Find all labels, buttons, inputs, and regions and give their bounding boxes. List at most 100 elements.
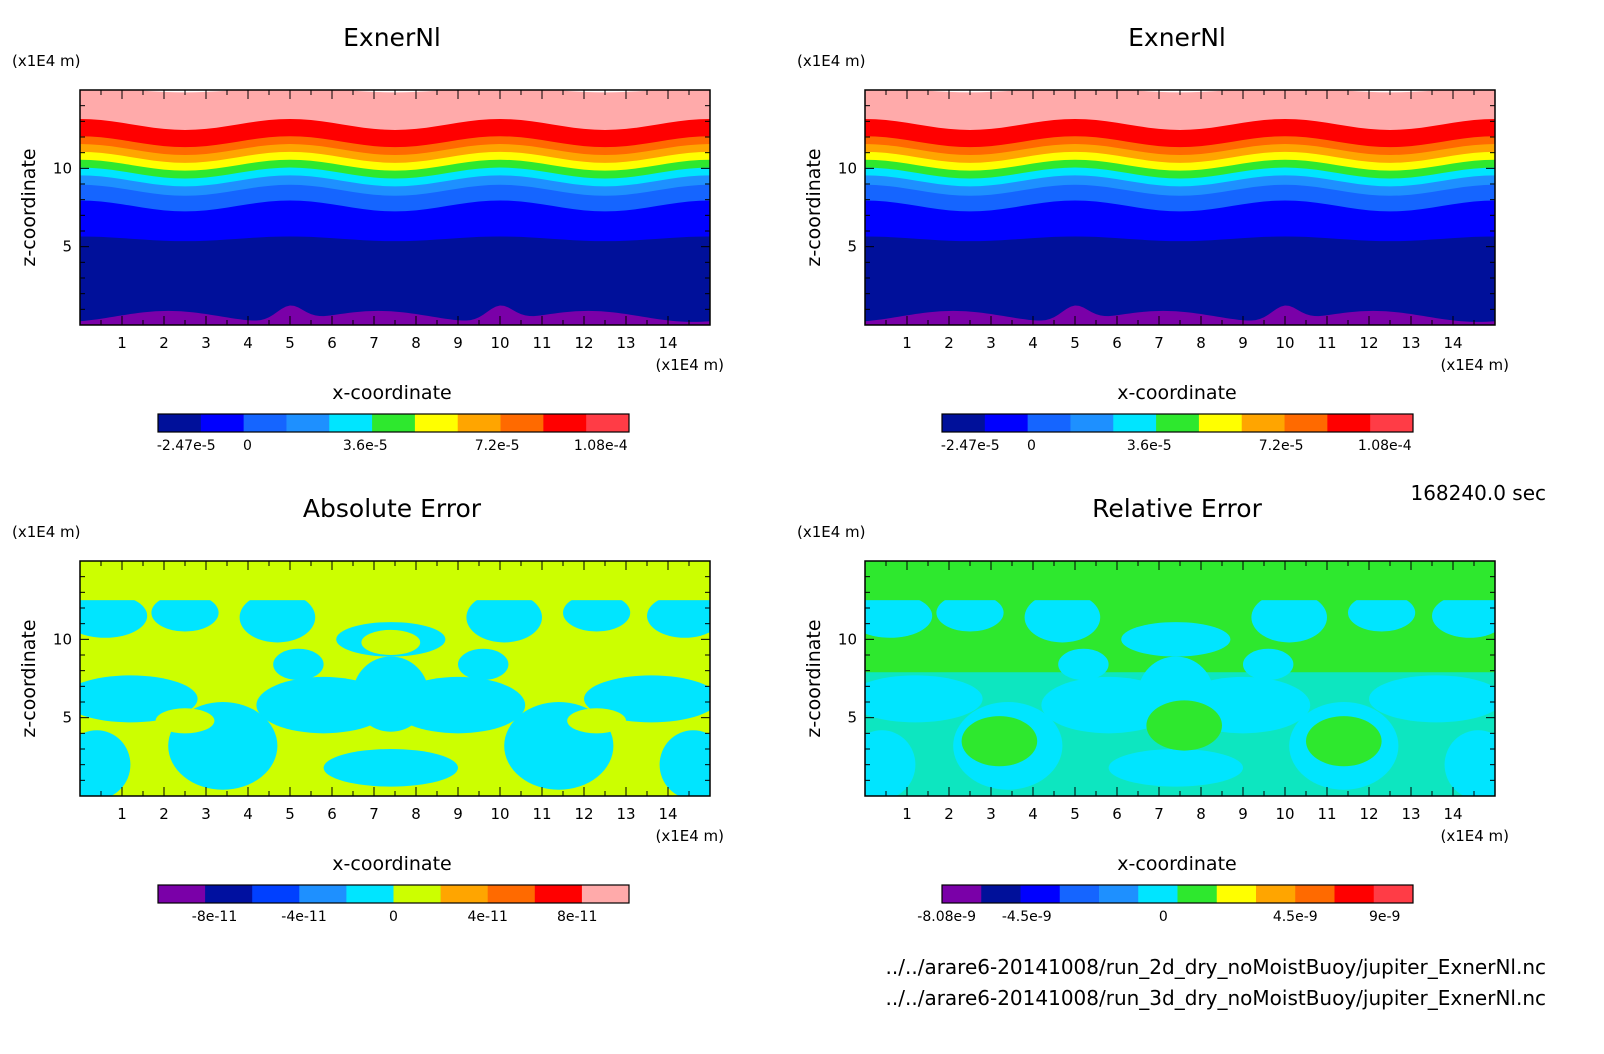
colorbar-label: 0	[1027, 438, 1036, 454]
x-tick-label: 14	[1443, 805, 1462, 823]
colorbar-swatch	[581, 885, 630, 903]
contour-region	[567, 708, 626, 734]
x-tick-label: 14	[658, 805, 677, 823]
colorbar-swatch	[543, 414, 587, 432]
colorbar-label: 3.6e-5	[1127, 438, 1172, 454]
contour-region	[1348, 593, 1416, 632]
colorbar-swatch	[981, 885, 1021, 903]
x-tick-label: 8	[1196, 805, 1206, 823]
contour-region	[1024, 592, 1101, 643]
colorbar-swatch	[534, 885, 583, 903]
colorbar-swatch	[286, 414, 330, 432]
colorbar-label: -2.47e-5	[157, 438, 216, 454]
y-tick-label: 5	[62, 709, 72, 727]
contour-field	[80, 561, 710, 796]
colorbar-frame	[157, 413, 630, 433]
x-tick-label: 1	[117, 334, 127, 352]
x-tick-label: 2	[159, 805, 169, 823]
chart-panel-3	[79, 560, 711, 904]
x-tick-label: 8	[411, 805, 421, 823]
y-tick-label: 10	[838, 159, 857, 177]
x-unit-label: (x1E4 m)	[1440, 827, 1509, 845]
x-tick-label: 10	[1275, 334, 1294, 352]
contour-region	[80, 593, 148, 638]
contour-region	[1121, 622, 1231, 657]
x-axis-label: x-coordinate	[1117, 382, 1236, 404]
x-tick-label: 8	[411, 334, 421, 352]
colorbar-swatch	[158, 414, 202, 432]
y-tick-label: 5	[847, 709, 857, 727]
x-tick-label: 7	[369, 805, 379, 823]
x-unit-label: (x1E4 m)	[1440, 356, 1509, 374]
x-tick-label: 6	[1112, 805, 1122, 823]
contour-field	[865, 90, 1495, 325]
contour-region	[323, 749, 458, 787]
y-tick-label: 10	[53, 630, 72, 648]
colorbar-swatch	[1156, 414, 1200, 432]
contour-region	[1306, 716, 1382, 767]
contour-region	[584, 675, 710, 723]
colorbar-swatch	[487, 885, 536, 903]
colorbar-swatch	[1295, 885, 1335, 903]
colorbar-label: 1.08e-4	[574, 438, 628, 454]
contour-band	[865, 236, 1495, 325]
colorbar-label: -2.47e-5	[941, 438, 1000, 454]
contour-band	[80, 236, 710, 325]
colorbar-swatch	[1020, 885, 1061, 903]
contour-field	[865, 561, 1495, 796]
x-tick-label: 11	[532, 805, 551, 823]
colorbar-swatch	[414, 414, 459, 432]
colorbar-label: 4.5e-9	[1273, 909, 1318, 925]
x-unit-label: (x1E4 m)	[655, 827, 724, 845]
x-tick-label: 12	[574, 805, 593, 823]
colorbar-swatch	[252, 885, 300, 903]
colorbar-swatch	[1370, 414, 1414, 432]
colorbar-swatch	[329, 414, 373, 432]
x-unit-label: (x1E4 m)	[655, 356, 724, 374]
x-tick-label: 12	[1359, 805, 1378, 823]
y-tick-label: 5	[847, 238, 857, 256]
colorbar-frame	[941, 413, 1414, 433]
y-axis-label: z-coordinate	[18, 148, 40, 266]
x-axis-label: x-coordinate	[1117, 853, 1236, 875]
colorbar-swatch	[1327, 414, 1371, 432]
colorbar-swatch	[1138, 885, 1178, 903]
colorbar-swatch	[1113, 414, 1157, 432]
contour-region	[390, 676, 526, 734]
colorbar-swatch	[158, 885, 206, 903]
colorbar-label: 3.6e-5	[343, 438, 388, 454]
x-tick-label: 10	[1275, 805, 1294, 823]
colorbar-label: 0	[389, 909, 398, 925]
x-tick-label: 12	[1359, 334, 1378, 352]
x-tick-label: 4	[243, 805, 253, 823]
colorbar-label: 9e-9	[1369, 909, 1400, 925]
colorbar-swatch	[393, 885, 442, 903]
colorbar-label: 1.08e-4	[1358, 438, 1412, 454]
x-tick-label: 4	[243, 334, 253, 352]
colorbar-label: 7.2e-5	[1259, 438, 1304, 454]
contour-region	[865, 593, 933, 638]
contour-region	[961, 716, 1038, 767]
x-tick-label: 5	[285, 334, 295, 352]
x-tick-label: 13	[616, 334, 635, 352]
colorbar-label: -4.5e-9	[1002, 909, 1052, 925]
x-tick-label: 6	[327, 805, 337, 823]
x-tick-label: 10	[490, 805, 509, 823]
x-tick-label: 5	[1070, 805, 1080, 823]
y-axis-label: z-coordinate	[803, 148, 825, 266]
x-tick-label: 8	[1196, 334, 1206, 352]
colorbar-swatch	[372, 414, 416, 432]
x-tick-label: 9	[1238, 805, 1248, 823]
contour-field	[80, 90, 710, 325]
panel-title: ExnerNl	[1128, 23, 1226, 52]
chart-panel-4	[864, 560, 1496, 904]
file-path-2: ../../arare6-20141008/run_3d_dry_noMoist…	[885, 986, 1546, 1010]
panel-title: ExnerNl	[343, 23, 441, 52]
colorbar-swatch	[1099, 885, 1139, 903]
x-tick-label: 11	[532, 334, 551, 352]
x-tick-label: 11	[1317, 334, 1336, 352]
colorbar-swatch	[1198, 414, 1243, 432]
surface-bumps	[80, 305, 710, 325]
y-tick-label: 10	[838, 630, 857, 648]
